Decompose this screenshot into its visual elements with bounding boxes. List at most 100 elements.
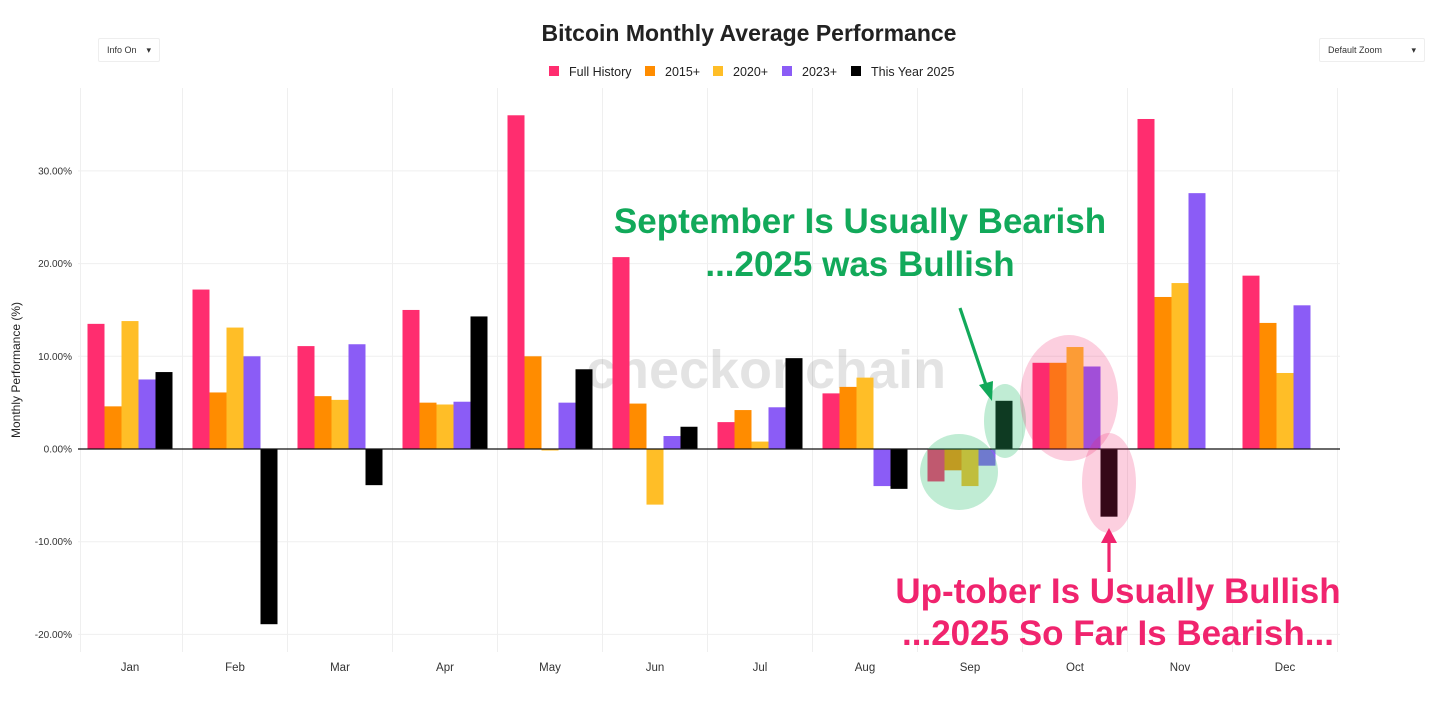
bar-2020--jan	[121, 321, 139, 449]
bar-2015--nov	[1154, 296, 1172, 449]
y-tick-label: 30.00%	[38, 166, 72, 177]
y-tick-label: 20.00%	[38, 259, 72, 270]
legend-item[interactable]: 2015+	[645, 65, 700, 79]
bar-full-history-dec	[1242, 275, 1260, 449]
highlight-oct-2025	[1082, 433, 1136, 533]
september-annotation-line2: ...2025 was Bullish	[705, 245, 1014, 284]
bar-this-year-2025-may	[575, 369, 593, 449]
bar-full-history-aug	[822, 393, 840, 449]
bar-2020--jun	[646, 449, 664, 505]
legend-label: 2020+	[733, 65, 768, 79]
bar-2020--sep	[961, 449, 979, 487]
y-axis-ticks: -20.00% -10.00% 0.00% 10.00% 20.00% 30.00%	[35, 166, 72, 641]
bar-2020--nov	[1171, 283, 1189, 449]
bar-2015--aug	[839, 386, 857, 449]
x-tick-label: Sep	[960, 662, 980, 674]
legend-item[interactable]: 2023+	[782, 65, 837, 79]
bar-this-year-2025-oct	[1100, 449, 1118, 517]
bar-this-year-2025-feb	[260, 449, 278, 625]
bar-2023--aug	[873, 449, 891, 487]
bar-2020--mar	[331, 399, 349, 449]
legend-label: This Year 2025	[871, 65, 954, 79]
x-tick-label: Mar	[330, 662, 350, 674]
bar-this-year-2025-aug	[890, 449, 908, 489]
legend-item[interactable]: Full History	[549, 65, 632, 79]
annotations: September Is Usually Bearish ...2025 was…	[614, 202, 1341, 653]
oct-arrow-head	[1101, 528, 1117, 543]
bar-2015--jul	[734, 410, 752, 449]
legend-swatch	[645, 66, 655, 76]
sep-arrow	[958, 307, 989, 389]
sep-arrow-head	[979, 381, 993, 401]
bar-full-history-feb	[192, 289, 210, 449]
chart-grid	[78, 88, 1340, 652]
bar-2023--jun	[663, 436, 681, 449]
bar-2023--jan	[138, 379, 156, 449]
bar-2020--aug	[856, 377, 874, 449]
bar-2015--jun	[629, 403, 647, 449]
legend-swatch	[782, 66, 792, 76]
bar-2020--oct	[1066, 347, 1084, 449]
bar-full-history-jun	[612, 257, 630, 449]
legend-swatch	[851, 66, 861, 76]
highlight-oct-history	[1020, 335, 1118, 461]
bar-2020--feb	[226, 327, 244, 449]
bar-full-history-jan	[87, 323, 105, 449]
bar-full-history-mar	[297, 346, 315, 449]
y-tick-label: 0.00%	[44, 445, 72, 456]
bar-2015--oct	[1049, 362, 1067, 449]
legend-label: 2015+	[665, 65, 700, 79]
bar-2015--jan	[104, 406, 122, 449]
bar-2015--apr	[419, 402, 437, 449]
bar-full-history-nov	[1137, 118, 1155, 449]
bar-full-history-jul	[717, 422, 735, 449]
bar-2015--feb	[209, 392, 227, 449]
x-tick-label: Dec	[1275, 662, 1296, 674]
october-annotation-line1: Up-tober Is Usually Bullish	[895, 572, 1340, 611]
highlight-sep-2025	[984, 384, 1026, 458]
zoom-label: Default Zoom	[1328, 45, 1383, 55]
bar-this-year-2025-jul	[785, 358, 803, 449]
bar-full-history-oct	[1032, 362, 1050, 449]
bar-this-year-2025-mar	[365, 449, 383, 486]
highlight-sep-history	[920, 434, 998, 510]
x-axis-categories: Jan Feb Mar Apr May Jun Jul Aug Sep Oct Nov Dec	[121, 662, 1296, 674]
chevron-down-icon: ▾	[146, 44, 151, 55]
october-annotation-line2: ...2025 So Far Is Bearish...	[902, 614, 1334, 653]
x-tick-label: Jul	[753, 662, 768, 674]
x-tick-label: Oct	[1066, 662, 1085, 674]
chart-title: Bitcoin Monthly Average Performance	[542, 20, 957, 46]
bar-this-year-2025-apr	[470, 316, 488, 449]
legend-item[interactable]: This Year 2025	[851, 65, 954, 79]
y-axis-title: Monthly Performance (%)	[9, 302, 23, 438]
bar-2023--feb	[243, 356, 261, 449]
bar-2015--dec	[1259, 322, 1277, 449]
chart-legend: Full History 2015+ 2020+ 2023+ This Year 202…	[549, 65, 954, 79]
bar-2023--nov	[1188, 193, 1206, 449]
bar-2015--mar	[314, 396, 332, 449]
x-tick-label: Nov	[1170, 662, 1191, 674]
bar-full-history-may	[507, 115, 525, 449]
watermark: checkonchain	[586, 340, 946, 400]
bar-this-year-2025-jun	[680, 426, 698, 449]
info-toggle-label: Info On	[107, 45, 137, 55]
bar-full-history-sep	[927, 449, 945, 482]
x-tick-label: Aug	[855, 662, 875, 674]
legend-item[interactable]: 2020+	[713, 65, 768, 79]
bar-2015--may	[524, 356, 542, 449]
x-tick-label: Jan	[121, 662, 140, 674]
y-tick-label: -20.00%	[35, 630, 72, 641]
y-tick-label: 10.00%	[38, 352, 72, 363]
x-tick-label: Apr	[436, 662, 454, 674]
bar-this-year-2025-jan	[155, 372, 173, 449]
chevron-down-icon: ▾	[1411, 44, 1416, 55]
bar-full-history-apr	[402, 309, 420, 449]
bar-2020--dec	[1276, 372, 1294, 449]
info-toggle-dropdown[interactable]: Info On ▾	[98, 38, 160, 62]
chart-bars	[87, 115, 1311, 625]
zoom-dropdown[interactable]: Default Zoom ▾	[1319, 38, 1425, 62]
bar-2023--apr	[453, 401, 471, 449]
bar-2023--oct	[1083, 366, 1101, 449]
bar-2020--jul	[751, 441, 769, 449]
